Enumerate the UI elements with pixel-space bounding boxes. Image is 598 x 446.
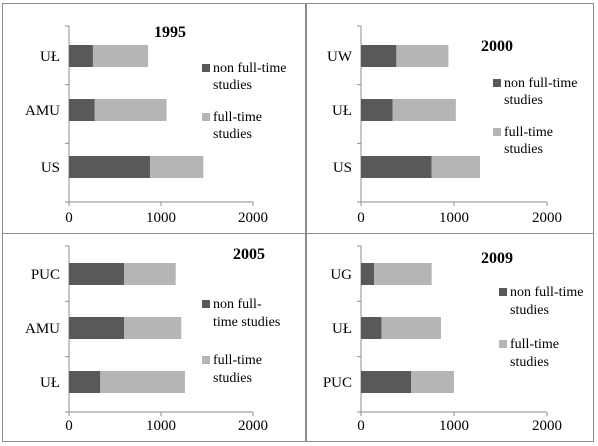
bar-non-full-time (361, 317, 382, 339)
chart-title: 1995 (154, 24, 186, 41)
x-tick-label: 0 (65, 418, 73, 434)
bar-full-time (124, 263, 176, 285)
bar-full-time (100, 371, 185, 393)
category-label: UG (330, 267, 352, 283)
chart-title: 2009 (481, 250, 513, 267)
chart-1995: 1995 0 1000 2000 UŁ AMU US non full-time studies… (25, 24, 287, 226)
x-tick-label: 0 (357, 210, 365, 226)
bar-non-full-time (361, 156, 432, 178)
category-label: AMU (25, 103, 60, 119)
category-label: AMU (25, 321, 60, 337)
x-tick-label: 2000 (238, 418, 268, 434)
legend-label: non full-time (510, 285, 584, 300)
legend-label: studies (213, 371, 252, 386)
legend-label: full-time (510, 337, 559, 352)
bar-non-full-time (361, 99, 393, 121)
legend-label: non full- (213, 297, 262, 312)
bar-non-full-time (361, 263, 375, 285)
bar-full-time (149, 156, 204, 178)
category-label: PUC (31, 267, 60, 283)
x-tick-label: 1000 (439, 418, 469, 434)
legend-swatch-full-time (499, 340, 507, 348)
legend-swatch-non-full-time (493, 79, 501, 87)
bar-full-time (411, 371, 454, 393)
category-label: UŁ (332, 103, 352, 119)
x-tick-label: 1000 (439, 210, 469, 226)
chart-2005: 2005 0 1000 2000 PUC AMU UŁ non full-time studi… (25, 245, 280, 434)
x-tick-label: 1000 (146, 418, 176, 434)
chart-title: 2005 (233, 246, 265, 263)
bar-full-time (94, 99, 167, 121)
bar-full-time (124, 317, 182, 339)
bar-full-time (392, 99, 456, 121)
panel-1995: 1995 0 1000 2000 UŁ AMU US non full-time studies… (2, 3, 306, 234)
legend-label: full-time (504, 125, 553, 140)
bar-non-full-time (361, 371, 412, 393)
category-label: US (333, 160, 352, 176)
category-label: UW (327, 49, 353, 65)
legend-label: non full-time (213, 61, 287, 76)
legend-swatch-non-full-time (202, 64, 210, 72)
x-tick-label: 0 (357, 418, 365, 434)
panel-2009: 2009 0 1000 2000 UG UŁ PUC non full-time studies… (306, 233, 594, 442)
legend-swatch-non-full-time (499, 288, 507, 296)
chart-2009: 2009 0 1000 2000 UG UŁ PUC non full-time studies… (323, 245, 584, 434)
legend-label: full-time (213, 353, 262, 368)
bar-non-full-time (69, 317, 125, 339)
bar-non-full-time (69, 45, 93, 67)
legend-label: studies (504, 142, 543, 157)
legend-label: studies (510, 303, 549, 318)
bar-non-full-time (361, 45, 397, 67)
bar-non-full-time (69, 371, 101, 393)
bar-full-time (374, 263, 432, 285)
bar-full-time (396, 45, 449, 67)
bar-full-time (92, 45, 149, 67)
legend-label: studies (213, 78, 252, 93)
legend-label: studies (510, 355, 549, 370)
x-tick-label: 1000 (146, 210, 176, 226)
bar-non-full-time (69, 156, 150, 178)
legend-label: non full-time (504, 76, 578, 91)
category-label: US (41, 160, 60, 176)
legend-swatch-non-full-time (202, 300, 210, 308)
legend-label: time studies (213, 315, 280, 330)
x-tick-label: 2000 (238, 210, 268, 226)
bar-non-full-time (69, 263, 125, 285)
legend-label: full-time (213, 110, 262, 125)
x-tick-label: 2000 (532, 418, 562, 434)
chart-2000: 2000 0 1000 2000 UW UŁ US non full-time studies f… (327, 25, 578, 226)
legend-swatch-full-time (202, 356, 210, 364)
panel-2000: 2000 0 1000 2000 UW UŁ US non full-time studies f… (306, 3, 594, 234)
legend-label: studies (504, 93, 543, 108)
category-label: UŁ (40, 49, 60, 65)
legend-swatch-full-time (493, 128, 501, 136)
category-label: PUC (323, 375, 352, 391)
x-tick-label: 2000 (532, 210, 562, 226)
legend-swatch-full-time (202, 113, 210, 121)
category-label: UŁ (332, 321, 352, 337)
legend-label: studies (213, 127, 252, 142)
bar-full-time (431, 156, 481, 178)
x-tick-label: 0 (65, 210, 73, 226)
bar-full-time (381, 317, 441, 339)
bar-non-full-time (69, 99, 95, 121)
panel-2005: 2005 0 1000 2000 PUC AMU UŁ non full-time studi… (2, 233, 306, 442)
category-label: UŁ (40, 375, 60, 391)
chart-title: 2000 (481, 38, 513, 55)
